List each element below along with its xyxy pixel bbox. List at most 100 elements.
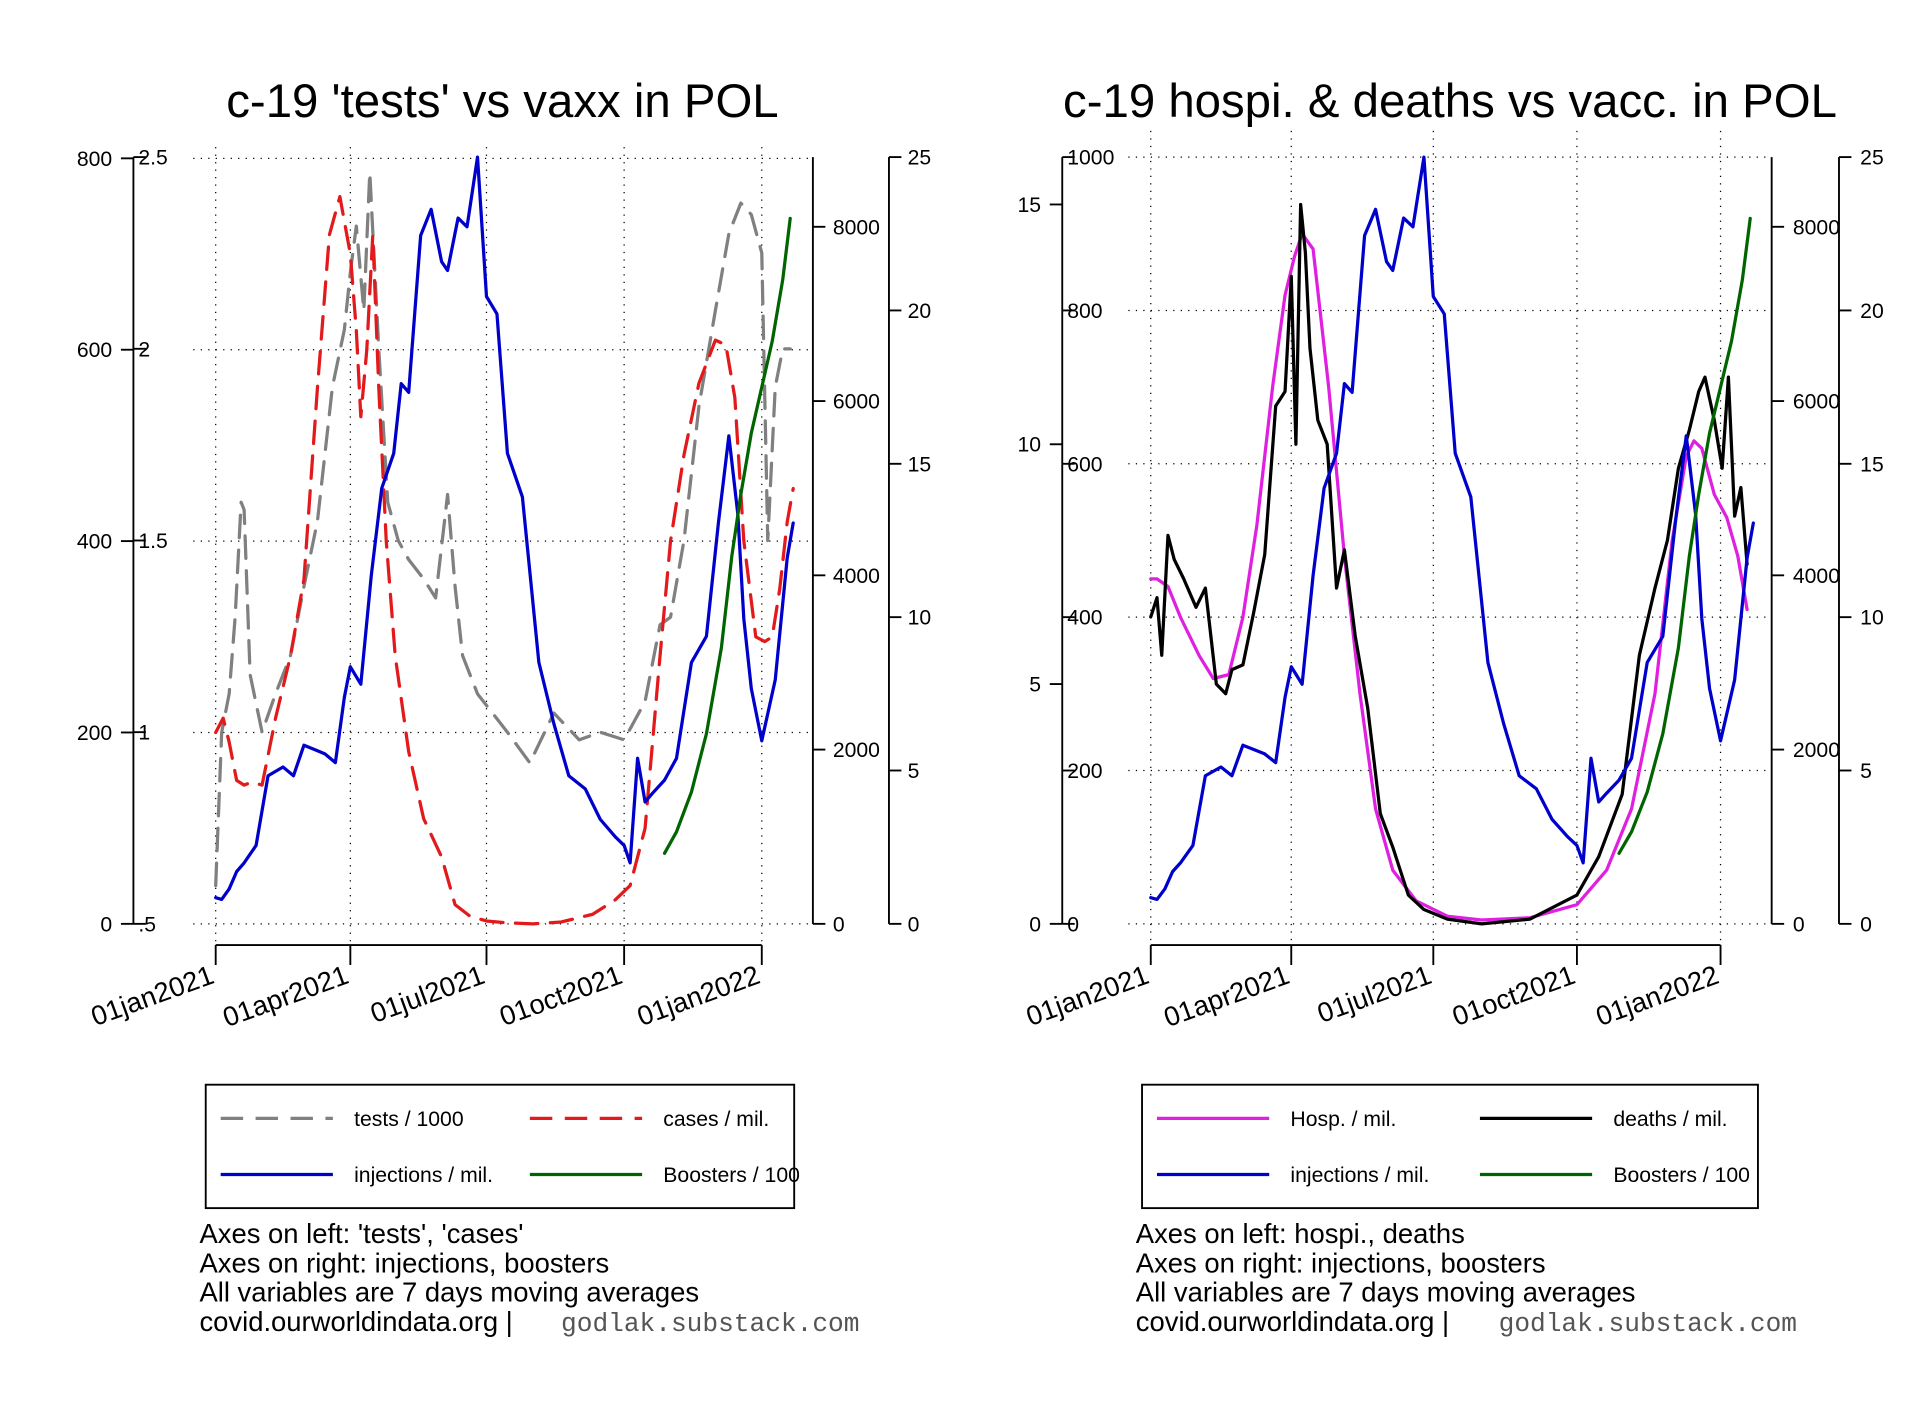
legend-label: Boosters / 100 bbox=[663, 1164, 800, 1187]
x-tick-label: 01oct2021 bbox=[1448, 959, 1579, 1032]
x-tick-label: 01apr2021 bbox=[219, 959, 353, 1033]
left-y-tick-label: 600 bbox=[1067, 453, 1102, 476]
legend: Hosp. / mil. deaths / mil. injections / mi… bbox=[1141, 1083, 1759, 1210]
series-lines bbox=[214, 155, 795, 926]
left-y-tick-label: 1000 bbox=[1067, 147, 1114, 170]
legend-label: Hosp. / mil. bbox=[1290, 1108, 1396, 1131]
footnote-line: covid.ourworldindata.org | bbox=[1136, 1306, 1449, 1337]
legend-item: Boosters / 100 bbox=[529, 1164, 800, 1187]
footnote-line: Axes on right: injections, boosters bbox=[1136, 1247, 1546, 1278]
left-axes: 0 200 400 600 800 .5 1 1.5 2 2.5 bbox=[77, 147, 168, 937]
right-y-tick-label: 0 bbox=[1860, 913, 1872, 936]
footnote-line: Axes on left: 'tests', 'cases' bbox=[199, 1218, 523, 1249]
right-y-tick-label: 4000 bbox=[1793, 565, 1840, 588]
right-y-tick-label: 0 bbox=[1793, 913, 1805, 936]
right-y-tick-label: 6000 bbox=[1793, 391, 1840, 414]
footnotes: Axes on left: 'tests', 'cases'Axes on ri… bbox=[199, 1218, 859, 1339]
legend-label: tests / 1000 bbox=[354, 1108, 464, 1131]
footnote-line: All variables are 7 days moving averages bbox=[199, 1277, 699, 1308]
hospi-deaths-vs-vacc-panel: c-19 hospi. & deaths vs vacc. in POL 01ja… bbox=[1017, 75, 1883, 1339]
footnote-line: covid.ourworldindata.org | bbox=[199, 1306, 512, 1337]
left-y-tick-label: 2.5 bbox=[138, 147, 167, 170]
legend-item: injections / mil. bbox=[1157, 1164, 1429, 1187]
gridlines bbox=[193, 147, 813, 944]
series-line-boosters-100 bbox=[1617, 216, 1752, 855]
left-y-tick-label: 1 bbox=[138, 722, 150, 745]
right-y-tick-label: 5 bbox=[908, 760, 920, 783]
left-y-tick-label: 200 bbox=[77, 722, 112, 745]
footnote-line: Axes on left: hospi., deaths bbox=[1136, 1218, 1465, 1249]
right-y-tick-label: 10 bbox=[1860, 607, 1884, 630]
left-y-tick-label: 15 bbox=[1017, 194, 1041, 217]
right-axes: 0 2000 4000 6000 8000 0 5 10 15 20 25 bbox=[1770, 147, 1884, 936]
tests-vs-vaxx-panel: c-19 'tests' vs vaxx in POL 01jan2021 01ap… bbox=[77, 75, 931, 1339]
series-line-injections-mil- bbox=[214, 155, 795, 902]
left-y-tick-label: 0 bbox=[1029, 913, 1041, 936]
x-tick-label: 01jan2022 bbox=[633, 959, 764, 1032]
footnote-line: Axes on right: injections, boosters bbox=[199, 1247, 609, 1278]
right-y-tick-label: 25 bbox=[908, 147, 932, 170]
right-y-tick-label: 10 bbox=[908, 607, 932, 630]
right-y-tick-label: 6000 bbox=[833, 391, 880, 414]
x-tick-label: 01oct2021 bbox=[495, 959, 626, 1032]
right-y-tick-label: 8000 bbox=[1793, 216, 1840, 239]
left-axes: 0 200 400 600 800 1000 0 5 10 15 bbox=[1017, 147, 1114, 937]
right-y-tick-label: 8000 bbox=[833, 216, 880, 239]
chart-title: c-19 hospi. & deaths vs vacc. in POL bbox=[1063, 75, 1837, 128]
series-line-injections-mil- bbox=[1149, 155, 1755, 902]
footnote-line: All variables are 7 days moving averages bbox=[1136, 1277, 1636, 1308]
legend-item: Boosters / 100 bbox=[1479, 1164, 1750, 1187]
left-y-tick-label: 400 bbox=[77, 531, 112, 554]
legend-item: cases / mil. bbox=[529, 1108, 769, 1131]
left-y-tick-label: 800 bbox=[1067, 300, 1102, 323]
series-lines bbox=[1149, 155, 1755, 926]
chart-title: c-19 'tests' vs vaxx in POL bbox=[226, 75, 778, 128]
left-y-tick-label: .5 bbox=[138, 913, 156, 936]
left-y-tick-label: 5 bbox=[1029, 674, 1041, 697]
right-y-tick-label: 0 bbox=[908, 913, 920, 936]
legend-label: deaths / mil. bbox=[1613, 1108, 1727, 1131]
left-y-tick-label: 800 bbox=[77, 148, 112, 171]
right-y-tick-label: 5 bbox=[1860, 760, 1872, 783]
right-y-tick-label: 15 bbox=[908, 453, 932, 476]
right-axes: 0 2000 4000 6000 8000 0 5 10 15 20 25 bbox=[811, 147, 932, 936]
legend-item: injections / mil. bbox=[220, 1164, 493, 1187]
legend-item: tests / 1000 bbox=[220, 1108, 464, 1131]
x-axis: 01jan2021 01apr2021 01jul2021 01oct2021 01ja… bbox=[87, 944, 764, 1033]
series-line-deaths-mil- bbox=[1149, 202, 1749, 926]
x-tick-label: 01jul2021 bbox=[366, 959, 488, 1029]
legend-label: Boosters / 100 bbox=[1613, 1164, 1750, 1187]
left-y-tick-label: 600 bbox=[77, 339, 112, 362]
x-tick-label: 01jul2021 bbox=[1313, 959, 1435, 1029]
legend: tests / 1000 cases / mil. injections / mil… bbox=[204, 1083, 800, 1210]
x-tick-label: 01jan2021 bbox=[1022, 959, 1153, 1032]
right-y-tick-label: 15 bbox=[1860, 453, 1884, 476]
credit-text: godlak.substack.com bbox=[1499, 1309, 1797, 1339]
left-y-tick-label: 0 bbox=[100, 913, 112, 936]
credit-text: godlak.substack.com bbox=[561, 1309, 859, 1339]
legend-item: deaths / mil. bbox=[1479, 1108, 1728, 1131]
left-y-tick-label: 2 bbox=[138, 338, 150, 361]
series-line-boosters-100 bbox=[662, 216, 792, 855]
left-y-tick-label: 400 bbox=[1067, 607, 1102, 630]
right-y-tick-label: 2000 bbox=[1793, 739, 1840, 762]
x-tick-label: 01jan2021 bbox=[87, 959, 218, 1032]
series-line-cases-mil- bbox=[214, 194, 795, 926]
right-y-tick-label: 25 bbox=[1860, 147, 1884, 170]
right-y-tick-label: 4000 bbox=[833, 565, 880, 588]
x-axis: 01jan2021 01apr2021 01jul2021 01oct2021 01ja… bbox=[1022, 944, 1723, 1033]
series-line-tests-1000 bbox=[214, 170, 792, 888]
right-y-tick-label: 0 bbox=[833, 913, 845, 936]
right-y-tick-label: 20 bbox=[1860, 300, 1884, 323]
right-y-tick-label: 20 bbox=[908, 300, 932, 323]
legend-item: Hosp. / mil. bbox=[1157, 1108, 1396, 1131]
legend-label: injections / mil. bbox=[1290, 1164, 1429, 1187]
left-y-tick-label: 10 bbox=[1017, 434, 1041, 457]
x-tick-label: 01apr2021 bbox=[1160, 959, 1294, 1033]
left-y-tick-label: 0 bbox=[1067, 913, 1079, 936]
right-y-tick-label: 2000 bbox=[833, 739, 880, 762]
legend-label: cases / mil. bbox=[663, 1108, 769, 1131]
left-y-tick-label: 200 bbox=[1067, 760, 1102, 783]
